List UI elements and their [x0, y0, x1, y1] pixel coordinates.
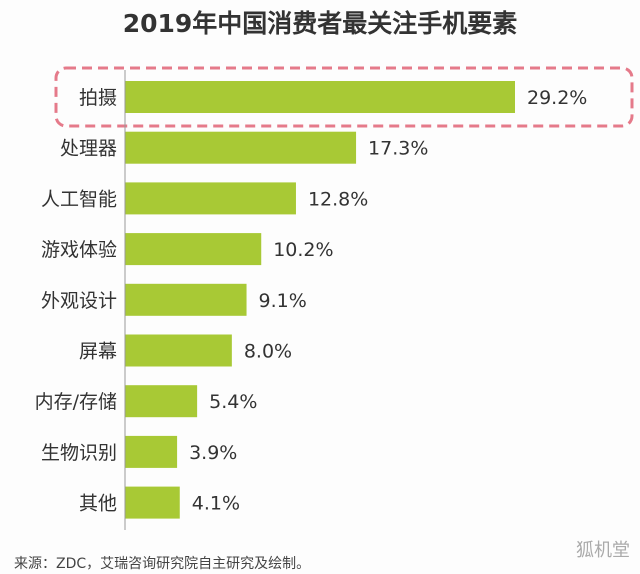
bar — [125, 385, 198, 418]
category-label: 外观设计 — [41, 290, 117, 312]
value-label: 5.4% — [209, 391, 257, 413]
bar — [125, 81, 515, 113]
chart-title: 2019年中国消费者最关注手机要素 — [122, 9, 518, 38]
category-label: 其他 — [79, 493, 117, 515]
category-label: 处理器 — [60, 138, 117, 160]
value-label: 9.1% — [259, 290, 307, 312]
watermark: 狐机堂 — [576, 540, 630, 561]
value-label: 29.2% — [527, 87, 587, 109]
source-note: 来源：ZDC，艾瑞咨询研究院自主研究及绘制。 — [14, 556, 311, 572]
category-label: 游戏体验 — [41, 239, 117, 261]
value-label: 10.2% — [273, 239, 333, 261]
bar — [125, 486, 180, 519]
bar — [125, 334, 232, 367]
value-label: 17.3% — [368, 138, 428, 160]
value-label: 3.9% — [189, 442, 237, 464]
category-label: 内存/存储 — [35, 391, 117, 413]
value-label: 4.1% — [192, 493, 240, 515]
category-label: 人工智能 — [41, 188, 117, 210]
category-label: 拍摄 — [79, 87, 117, 109]
bar — [125, 182, 296, 215]
value-label: 8.0% — [244, 341, 292, 363]
highlight-box — [54, 66, 634, 128]
category-label: 生物识别 — [41, 442, 117, 464]
category-label: 屏幕 — [79, 341, 117, 363]
value-label: 12.8% — [308, 188, 368, 210]
bar — [125, 233, 262, 266]
bar — [125, 435, 178, 468]
bar — [125, 283, 247, 316]
bar — [125, 131, 357, 164]
